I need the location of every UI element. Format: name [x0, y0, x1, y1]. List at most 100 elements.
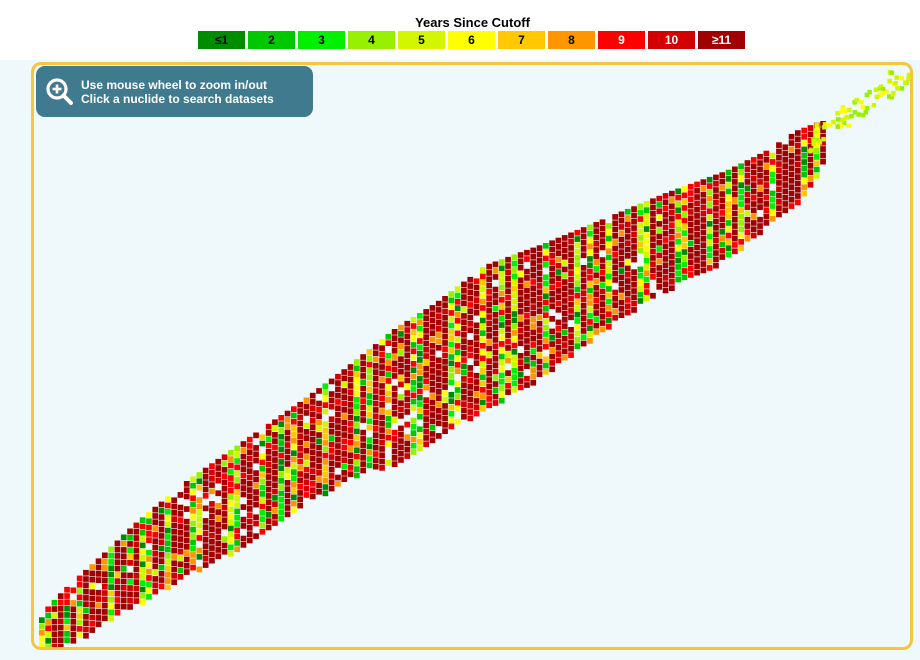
nuclide-cell[interactable]	[750, 226, 757, 233]
nuclide-cell[interactable]	[788, 133, 795, 140]
nuclide-cell[interactable]	[612, 214, 618, 220]
nuclide-cell[interactable]	[398, 324, 404, 331]
nuclide-cell[interactable]	[272, 432, 278, 438]
nuclide-cell[interactable]	[662, 268, 669, 275]
nuclide-cell[interactable]	[782, 175, 789, 182]
nuclide-cell[interactable]	[543, 261, 549, 268]
nuclide-cell[interactable]	[108, 584, 114, 590]
nuclide-cell[interactable]	[624, 259, 631, 265]
nuclide-cell[interactable]	[744, 160, 751, 166]
nuclide-cell[interactable]	[750, 194, 757, 201]
nuclide-cell[interactable]	[190, 539, 196, 546]
nuclide-cell[interactable]	[341, 413, 348, 419]
nuclide-cell[interactable]	[713, 231, 719, 237]
nuclide-cell[interactable]	[404, 346, 411, 352]
nuclide-cell[interactable]	[410, 335, 417, 342]
nuclide-cell[interactable]	[543, 337, 549, 344]
nuclide-cell[interactable]	[366, 449, 373, 456]
nuclide-cell[interactable]	[133, 566, 140, 573]
nuclide-cell[interactable]	[183, 493, 190, 500]
nuclide-cell[interactable]	[429, 361, 436, 368]
nuclide-cell[interactable]	[303, 441, 310, 448]
nuclide-cell[interactable]	[316, 488, 322, 495]
nuclide-cell[interactable]	[643, 219, 650, 226]
nuclide-cell[interactable]	[209, 520, 215, 526]
nuclide-cell[interactable]	[631, 237, 637, 244]
nuclide-cell[interactable]	[64, 624, 70, 631]
nuclide-cell[interactable]	[139, 548, 146, 555]
nuclide-cell[interactable]	[480, 305, 486, 311]
nuclide-cell[interactable]	[272, 425, 278, 432]
nuclide-cell[interactable]	[624, 284, 631, 291]
nuclide-cell[interactable]	[599, 307, 606, 314]
nuclide-cell[interactable]	[322, 484, 329, 490]
nuclide-cell[interactable]	[448, 392, 455, 398]
nuclide-cell[interactable]	[190, 526, 196, 533]
nuclide-cell[interactable]	[423, 435, 429, 441]
nuclide-cell[interactable]	[505, 382, 511, 389]
nuclide-cell[interactable]	[713, 225, 719, 231]
nuclide-cell[interactable]	[906, 72, 910, 78]
nuclide-cell[interactable]	[807, 137, 814, 144]
nuclide-cell[interactable]	[511, 367, 518, 374]
nuclide-cell[interactable]	[524, 294, 530, 300]
nuclide-cell[interactable]	[423, 365, 429, 372]
nuclide-cell[interactable]	[637, 272, 644, 279]
nuclide-cell[interactable]	[593, 303, 600, 310]
nuclide-cell[interactable]	[89, 589, 96, 596]
nuclide-cell[interactable]	[341, 381, 348, 388]
nuclide-cell[interactable]	[480, 387, 486, 393]
nuclide-cell[interactable]	[769, 152, 776, 159]
nuclide-cell[interactable]	[398, 406, 404, 413]
nuclide-cell[interactable]	[643, 207, 650, 213]
nuclide-cell[interactable]	[813, 160, 820, 167]
nuclide-cell[interactable]	[769, 209, 776, 216]
nuclide-cell[interactable]	[813, 154, 820, 160]
nuclide-cell[interactable]	[618, 211, 625, 218]
nuclide-cell[interactable]	[391, 373, 398, 379]
nuclide-cell[interactable]	[694, 194, 700, 200]
nuclide-cell[interactable]	[442, 390, 448, 397]
nuclide-cell[interactable]	[593, 329, 600, 335]
nuclide-cell[interactable]	[354, 397, 360, 403]
nuclide-cell[interactable]	[650, 242, 656, 249]
nuclide-cell[interactable]	[303, 466, 310, 473]
nuclide-cell[interactable]	[750, 232, 757, 239]
nuclide-cell[interactable]	[662, 224, 669, 231]
nuclide-cell[interactable]	[284, 467, 291, 474]
nuclide-cell[interactable]	[196, 503, 203, 510]
nuclide-cell[interactable]	[221, 473, 228, 479]
nuclide-cell[interactable]	[215, 471, 222, 478]
nuclide-cell[interactable]	[366, 412, 373, 418]
nuclide-cell[interactable]	[776, 192, 782, 199]
nuclide-cell[interactable]	[391, 436, 398, 442]
nuclide-cell[interactable]	[165, 508, 171, 515]
nuclide-cell[interactable]	[612, 220, 618, 227]
nuclide-cell[interactable]	[423, 384, 429, 391]
nuclide-cell[interactable]	[328, 441, 335, 448]
nuclide-cell[interactable]	[811, 141, 817, 147]
nuclide-cell[interactable]	[228, 525, 234, 532]
nuclide-cell[interactable]	[45, 606, 51, 613]
nuclide-cell[interactable]	[473, 297, 480, 303]
nuclide-cell[interactable]	[265, 449, 272, 455]
nuclide-cell[interactable]	[631, 269, 637, 275]
nuclide-cell[interactable]	[423, 340, 429, 347]
nuclide-cell[interactable]	[750, 169, 757, 176]
nuclide-cell[interactable]	[725, 232, 732, 239]
nuclide-cell[interactable]	[265, 524, 272, 531]
nuclide-cell[interactable]	[417, 432, 423, 439]
nuclide-cell[interactable]	[738, 226, 744, 233]
nuclide-cell[interactable]	[309, 474, 316, 481]
nuclide-cell[interactable]	[480, 405, 486, 412]
nuclide-cell[interactable]	[366, 418, 373, 425]
nuclide-cell[interactable]	[813, 166, 820, 173]
nuclide-cell[interactable]	[127, 591, 133, 598]
nuclide-cell[interactable]	[744, 229, 751, 236]
nuclide-cell[interactable]	[480, 336, 486, 343]
nuclide-cell[interactable]	[39, 629, 45, 636]
nuclide-cell[interactable]	[587, 230, 593, 237]
nuclide-cell[interactable]	[215, 490, 222, 497]
nuclide-cell[interactable]	[732, 216, 738, 223]
nuclide-cell[interactable]	[442, 333, 448, 340]
